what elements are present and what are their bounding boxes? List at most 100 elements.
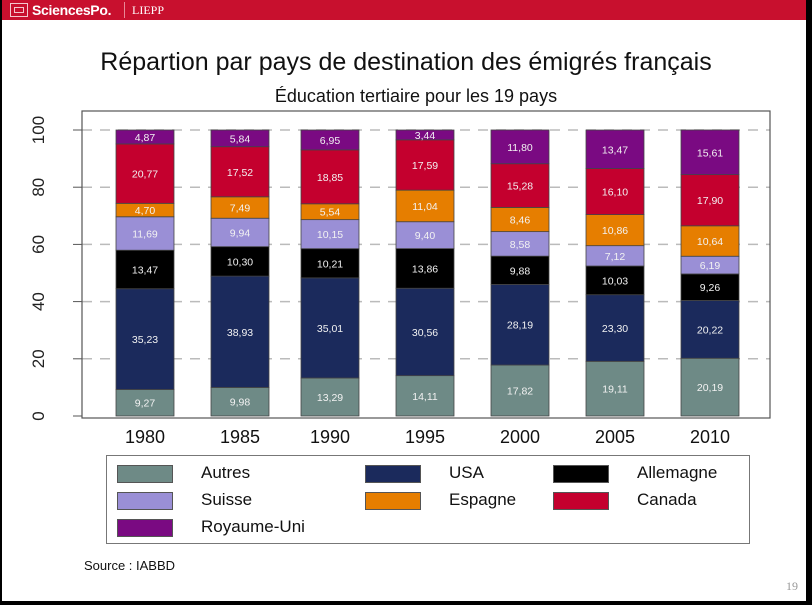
data-label: 10,30 (227, 256, 253, 268)
legend-swatch (365, 492, 421, 510)
bar-segment-canada (395, 139, 455, 191)
bar-segment-suisse (490, 231, 550, 257)
data-label: 8,58 (510, 239, 531, 251)
data-label: 17,82 (507, 386, 533, 398)
data-label: 17,52 (227, 167, 253, 179)
data-label: 35,01 (317, 323, 343, 335)
bar-segment-espagne (585, 214, 645, 247)
bar-segment-usa (300, 277, 360, 379)
source-note: Source : IABBD (84, 558, 176, 573)
data-label: 10,64 (697, 236, 723, 248)
data-label: 9,27 (135, 398, 156, 410)
legend-swatch (117, 519, 173, 537)
data-label: 6,95 (320, 135, 341, 147)
legend-swatch (553, 492, 609, 510)
bar-segment-autres (395, 375, 455, 417)
page-number: 19 (786, 579, 798, 593)
legend-label: Royaume-Uni (201, 517, 305, 536)
y-tick-label: 100 (29, 116, 48, 144)
data-label: 17,90 (697, 195, 723, 207)
legend-swatch (117, 465, 173, 483)
bar-segment-usa (210, 275, 270, 388)
data-label: 7,49 (230, 203, 251, 215)
bar-segment-suisse (115, 216, 175, 251)
legend-label: Espagne (449, 490, 517, 509)
data-label: 13,47 (602, 144, 628, 156)
data-label: 4,70 (135, 205, 156, 217)
bar-segment-allemagne (210, 246, 270, 277)
data-label: 13,47 (132, 264, 158, 276)
y-tick-label: 0 (29, 411, 48, 420)
data-label: 10,03 (602, 275, 628, 287)
x-tick-label: 1985 (220, 427, 260, 447)
data-label: 35,23 (132, 334, 158, 346)
bar-segment-canada (300, 149, 360, 205)
data-label: 20,77 (132, 169, 158, 181)
data-label: 15,61 (697, 147, 723, 159)
bar-segment-suisse (210, 217, 270, 248)
data-label: 8,46 (510, 215, 531, 227)
y-tick-label: 80 (29, 178, 48, 197)
y-tick-label: 20 (29, 349, 48, 368)
bar-segment-suisse (395, 221, 455, 250)
data-label: 5,84 (230, 133, 251, 145)
bar-segment-royaume-uni (395, 129, 455, 141)
legend-label: USA (449, 463, 484, 482)
bar-segment-usa (115, 288, 175, 390)
brand-name: SciencesPo. (32, 2, 112, 18)
data-label: 13,29 (317, 392, 343, 404)
bar-segment-royaume-uni (490, 129, 550, 165)
sciencespo-logo-icon (10, 3, 28, 17)
bar-segment-royaume-uni (210, 129, 270, 148)
legend-label: Allemagne (637, 463, 718, 482)
chart-title: Répartion par pays de destination des ém… (100, 48, 712, 76)
legend-label: Suisse (201, 490, 253, 509)
data-label: 9,98 (230, 397, 251, 409)
header-bar: SciencesPo. LIEPP (2, 0, 806, 20)
bar-segment-royaume-uni (680, 129, 740, 176)
x-tick-label: 1995 (405, 427, 445, 447)
data-label: 19,11 (602, 384, 628, 396)
data-label: 23,30 (602, 323, 628, 335)
bar-segment-allemagne (395, 248, 455, 289)
x-tick-label: 2000 (500, 427, 540, 447)
bar-segment-usa (490, 284, 550, 366)
data-label: 4,87 (135, 132, 156, 144)
bar-segment-royaume-uni (300, 129, 360, 151)
bar-segment-autres (680, 357, 740, 417)
data-label: 13,86 (412, 263, 438, 275)
legend-swatch (365, 465, 421, 483)
header-divider (124, 2, 125, 18)
data-label: 28,19 (507, 320, 533, 332)
data-label: 10,15 (317, 229, 343, 241)
chart-legend: Autres USA Allemagne Suisse Espagne Canada Roy… (106, 455, 750, 544)
plot-frame (81, 110, 771, 419)
data-label: 30,56 (412, 327, 438, 339)
legend-label: Autres (201, 463, 251, 482)
bar-segment-espagne (395, 189, 455, 223)
data-label: 17,59 (412, 160, 438, 172)
data-label: 16,10 (602, 187, 628, 199)
bar-segment-suisse (300, 219, 360, 250)
data-label: 20,19 (697, 382, 723, 394)
data-label: 10,86 (602, 225, 628, 237)
data-label: 9,94 (230, 227, 251, 239)
stacked-bar-chart: 0 20 40 60 80 100 9,27 35,23 13,47 11,69 4,70 20,77… (29, 110, 771, 447)
y-tick-label: 60 (29, 235, 48, 254)
data-label: 9,88 (510, 265, 531, 277)
data-label: 9,40 (415, 230, 436, 242)
x-tick-label: 2010 (690, 427, 730, 447)
bar-segment-usa (395, 287, 455, 377)
data-label: 5,54 (320, 207, 341, 219)
data-label: 20,22 (697, 324, 723, 336)
data-label: 10,21 (317, 258, 343, 270)
bar-segment-allemagne (680, 273, 740, 301)
x-tick-label: 2005 (595, 427, 635, 447)
legend-swatch (553, 465, 609, 483)
data-label: 11,80 (507, 142, 533, 154)
data-label: 38,93 (227, 327, 253, 339)
x-tick-label: 1980 (125, 427, 165, 447)
bar-segment-canada (585, 168, 645, 215)
data-label: 3,44 (415, 130, 436, 142)
lab-name: LIEPP (132, 3, 165, 17)
